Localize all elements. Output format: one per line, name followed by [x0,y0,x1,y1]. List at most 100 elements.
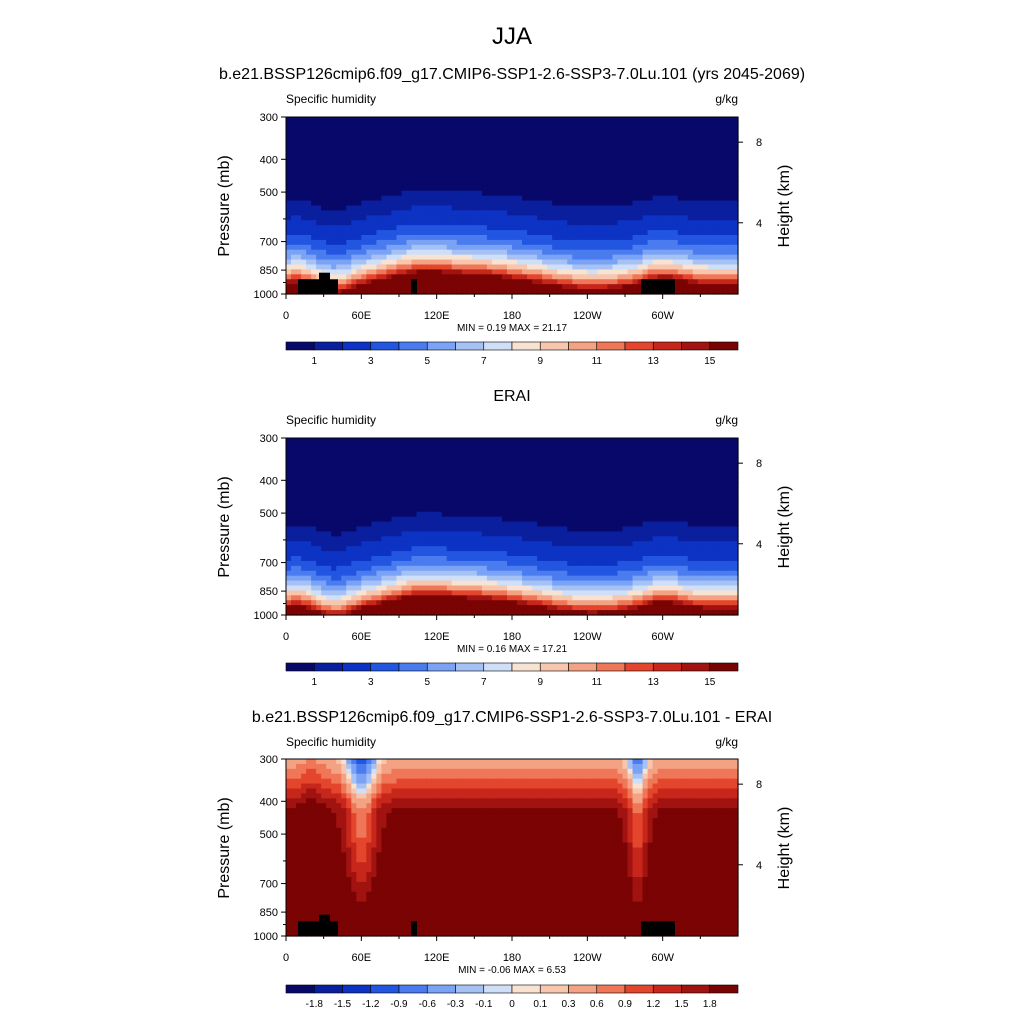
heatmap-cell [567,501,573,508]
heatmap-cell [396,244,403,251]
heatmap-cell [486,254,493,261]
heatmap-cell [622,156,629,162]
heatmap-cell [527,526,533,533]
heatmap-cell [501,200,508,207]
heatmap-cell [431,200,438,207]
heatmap-cell [547,269,553,275]
heatmap-cell [697,457,704,464]
heatmap-cell [562,472,568,478]
heatmap-cell [336,511,342,518]
heatmap-cell [301,166,307,172]
heatmap-cell [592,521,598,528]
heatmap-cell [461,284,468,290]
heatmap-cell [356,171,362,177]
heatmap-cell [647,259,654,266]
heatmap-cell [577,220,583,226]
heatmap-cell [496,185,503,192]
heatmap-cell [451,235,458,241]
heatmap-cell [652,467,659,474]
heatmap-cell [707,497,714,503]
heatmap-cell [306,511,312,518]
heatmap-cell [692,472,699,478]
heatmap-cell [431,264,438,271]
heatmap-cell [572,136,578,143]
heatmap-cell [446,151,453,157]
heatmap-cell [301,472,307,478]
heatmap-cell [647,136,654,143]
heatmap-cell [627,452,634,459]
heatmap-cell [311,442,317,449]
heatmap-cell [557,487,563,493]
heatmap-cell [336,126,342,133]
heatmap-cell [471,521,478,528]
heatmap-cell [506,190,513,197]
heatmap-cell [532,249,538,256]
heatmap-cell [356,457,362,464]
heatmap-cell [486,156,493,162]
heatmap-cell [732,249,739,256]
heatmap-cell [697,161,704,167]
heatmap-cell [697,472,704,478]
heatmap-cell [431,195,438,202]
heatmap-cell [642,447,649,454]
heatmap-cell [632,166,639,172]
heatmap-cell [381,244,388,251]
heatmap-cell [341,195,347,202]
heatmap-cell [527,121,533,128]
heatmap-cell [632,284,639,290]
heatmap-cell [396,269,403,275]
heatmap-cell [712,482,719,488]
heatmap-cell [652,131,659,138]
heatmap-cell [486,131,493,138]
heatmap-cell [532,190,538,197]
heatmap-cell [702,511,709,518]
heatmap-cell [476,126,483,133]
heatmap-cell [496,462,503,469]
heatmap-cell [512,447,518,454]
heatmap-cell [672,452,679,459]
heatmap-cell [491,215,498,221]
heatmap-cell [361,205,367,212]
heatmap-cell [421,195,428,202]
heatmap-cell [491,482,498,488]
heatmap-cell [612,200,619,207]
heatmap-cell [682,117,689,123]
heatmap-cell [547,482,553,488]
heatmap-cell [682,447,689,454]
heatmap-cell [396,195,403,202]
heatmap-cell [612,156,619,162]
heatmap-cell [396,230,403,236]
heatmap-cell [446,200,453,207]
heatmap-cell [512,264,518,271]
heatmap-cell [587,521,593,528]
heatmap-cell [491,136,498,143]
heatmap-cell [702,230,709,236]
heatmap-cell [732,215,739,221]
heatmap-cell [567,141,573,148]
heatmap-cell [306,244,312,251]
heatmap-cell [657,220,664,226]
heatmap-cell [632,220,639,226]
heatmap-cell [697,269,704,275]
heatmap-cell [396,151,403,157]
heatmap-cell [552,156,558,162]
heatmap-cell [612,151,619,157]
heatmap-cell [481,117,488,123]
heatmap-cell [406,506,413,513]
heatmap-cell [486,516,493,523]
heatmap-cell [547,171,553,177]
heatmap-cell [356,239,362,246]
heatmap-cell [652,516,659,523]
heatmap-cell [386,146,393,153]
heatmap-cell [552,462,558,469]
heatmap-cell [597,117,603,123]
heatmap-cell [321,117,327,123]
heatmap-cell [341,279,347,285]
heatmap-cell [301,477,307,483]
heatmap-cell [356,146,362,153]
heatmap-cell [592,200,598,207]
heatmap-cell [592,289,598,295]
heatmap-cell [336,239,342,246]
heatmap-cell [607,176,614,182]
heatmap-cell [501,141,508,148]
